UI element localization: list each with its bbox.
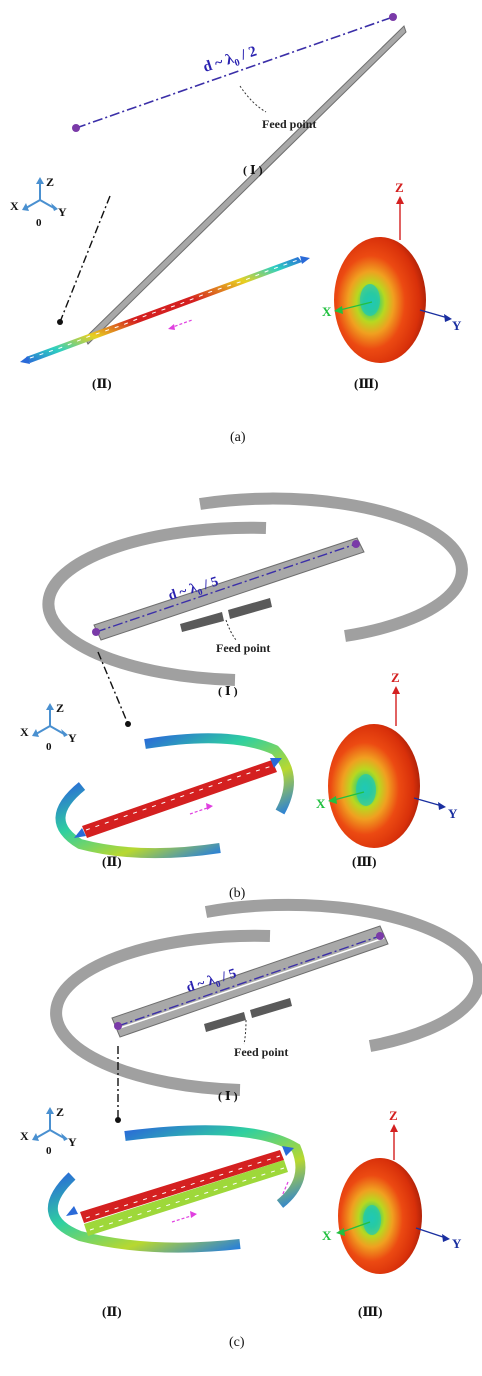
feed-point-label: Feed point bbox=[216, 641, 270, 655]
feed-pad-left bbox=[180, 612, 224, 632]
panel-a: d ~ λ0 / 2 Feed point ( Ⅰ ) Z X Y 0 bbox=[10, 13, 462, 445]
svg-text:0: 0 bbox=[46, 741, 52, 753]
feed-point-label: Feed point bbox=[234, 1045, 288, 1059]
subfig-label-structure: ( Ⅰ ) bbox=[243, 163, 263, 177]
current-distribution bbox=[55, 733, 294, 859]
dipole-bar bbox=[111, 925, 389, 1038]
dimension-end-point bbox=[376, 932, 384, 940]
dimension-line bbox=[117, 935, 381, 1027]
svg-text:Z: Z bbox=[395, 180, 404, 195]
subfig-label-current: (Ⅱ) bbox=[102, 854, 122, 869]
feed-pad-left bbox=[204, 1012, 246, 1032]
feed-point-pointer bbox=[243, 1019, 247, 1045]
subfig-label-pattern: (Ⅲ) bbox=[358, 1304, 383, 1319]
svg-text:Y: Y bbox=[448, 806, 458, 821]
zoom-pointer-end bbox=[125, 721, 131, 727]
dimension-end-point bbox=[352, 540, 360, 548]
dimension-line bbox=[95, 543, 357, 633]
svg-text:Z: Z bbox=[56, 1105, 64, 1119]
svg-text:Y: Y bbox=[68, 731, 77, 745]
panel-c: d ~ λ0 / 5 Feed point ( Ⅰ ) Z X Y 0 bbox=[20, 898, 482, 1350]
svg-text:Z: Z bbox=[46, 175, 54, 189]
svg-text:Z: Z bbox=[56, 701, 64, 715]
coordinate-axes: Z X Y 0 bbox=[20, 701, 77, 753]
svg-text:Y: Y bbox=[58, 205, 67, 219]
dimension-end-point bbox=[114, 1022, 122, 1030]
zoom-pointer-line bbox=[97, 651, 129, 725]
svg-text:X: X bbox=[322, 1228, 332, 1243]
feed-point-label: Feed point bbox=[262, 117, 316, 131]
svg-text:X: X bbox=[322, 304, 332, 319]
dimension-end-point bbox=[389, 13, 397, 21]
subfig-label-current: (Ⅱ) bbox=[92, 376, 112, 391]
subfig-label-pattern: (Ⅲ) bbox=[352, 854, 377, 869]
subfig-label-structure: ( Ⅰ ) bbox=[218, 684, 238, 698]
radiation-pattern: Z X Y bbox=[322, 180, 462, 363]
zoom-pointer-end bbox=[115, 1117, 121, 1123]
svg-text:X: X bbox=[10, 199, 19, 213]
bar-highlight bbox=[113, 937, 385, 1031]
dimension-end-point bbox=[72, 124, 80, 132]
svg-text:Y: Y bbox=[452, 1236, 462, 1251]
panel-caption: (a) bbox=[230, 430, 246, 445]
dipole-bar bbox=[84, 25, 407, 345]
dipole-bar bbox=[93, 537, 365, 641]
dimension-line bbox=[75, 16, 394, 129]
panel-caption: (c) bbox=[229, 1335, 245, 1350]
current-distribution bbox=[20, 256, 310, 364]
svg-text:X: X bbox=[20, 725, 29, 739]
svg-text:0: 0 bbox=[46, 1145, 52, 1157]
loop-arc-left bbox=[42, 521, 267, 686]
svg-text:Z: Z bbox=[389, 1108, 398, 1123]
feed-point-pointer bbox=[239, 85, 267, 113]
svg-text:0: 0 bbox=[36, 217, 42, 229]
loop-arc-right bbox=[204, 898, 482, 1052]
panel-caption: (b) bbox=[229, 886, 246, 901]
dimension-label: d ~ λ0 / 5 bbox=[167, 574, 221, 605]
radiation-pattern: Z X Y bbox=[322, 1108, 462, 1274]
svg-text:Y: Y bbox=[68, 1135, 77, 1149]
coordinate-axes: Z X Y 0 bbox=[20, 1105, 77, 1157]
svg-text:Z: Z bbox=[391, 670, 400, 685]
radiation-pattern: Z X Y bbox=[316, 670, 458, 848]
coordinate-axes: Z X Y 0 bbox=[10, 175, 67, 229]
svg-text:X: X bbox=[20, 1129, 29, 1143]
subfig-label-structure: ( Ⅰ ) bbox=[218, 1089, 238, 1103]
svg-text:Y: Y bbox=[452, 318, 462, 333]
feed-pad-right bbox=[250, 998, 292, 1018]
subfig-label-current: (Ⅱ) bbox=[102, 1304, 122, 1319]
subfig-label-pattern: (Ⅲ) bbox=[354, 376, 379, 391]
dimension-end-point bbox=[92, 628, 100, 636]
loop-arc-right bbox=[199, 492, 468, 642]
loop-arc-left bbox=[50, 929, 271, 1096]
zoom-pointer-end bbox=[57, 319, 63, 325]
feed-point-pointer bbox=[225, 619, 237, 641]
panel-b: d ~ λ0 / 5 Feed point ( Ⅰ ) Z X Y 0 bbox=[20, 492, 468, 901]
svg-text:X: X bbox=[316, 796, 326, 811]
zoom-pointer-line bbox=[59, 195, 111, 323]
current-distribution bbox=[48, 1125, 306, 1253]
feed-pad-right bbox=[228, 598, 272, 619]
